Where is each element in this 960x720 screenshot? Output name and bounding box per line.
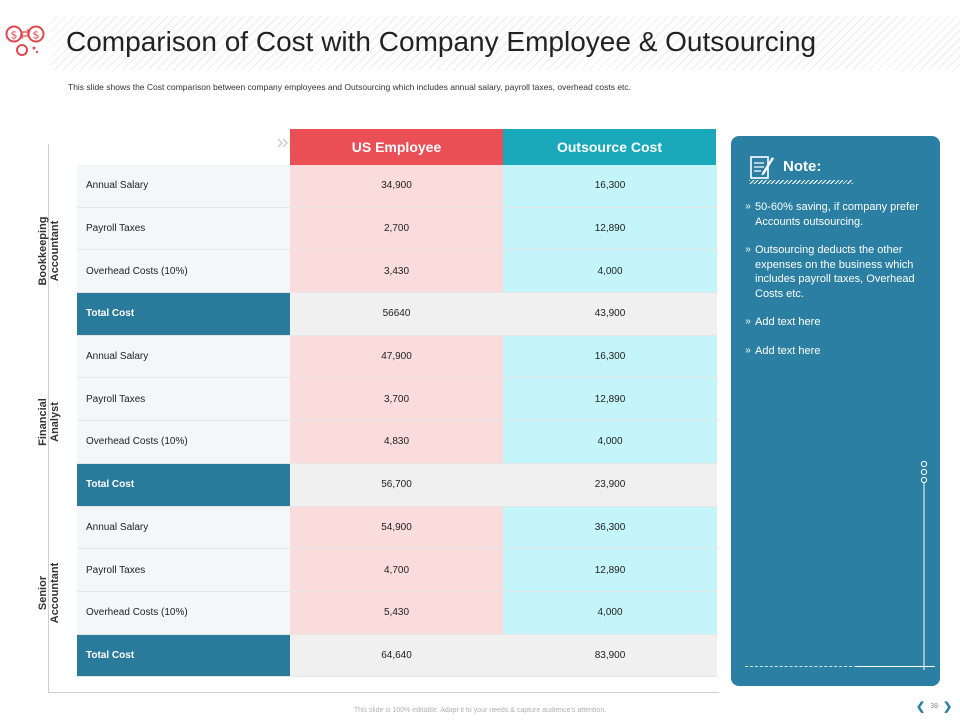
note-title: Note:	[783, 158, 821, 175]
group-financial-analyst: Financial Analyst	[20, 336, 78, 507]
group-divider	[48, 295, 49, 336]
bullet-text: Add text here	[755, 316, 821, 328]
group-label: Financial Analyst	[37, 397, 61, 446]
us-value: 4,700	[290, 549, 503, 591]
table-row: Payroll Taxes 3,700 12,890	[77, 378, 717, 422]
us-value: 34,900	[290, 165, 503, 207]
us-value: 54,900	[290, 506, 503, 549]
row-group-labels: Bookkeeping Accountant Financial Analyst…	[20, 165, 78, 678]
note-panel: Note: » 50-60% saving, if company prefer …	[731, 136, 940, 686]
row-label: Payroll Taxes	[77, 207, 290, 250]
us-value: 4,830	[290, 421, 503, 463]
group-bookkeeping-accountant: Bookkeeping Accountant	[20, 165, 78, 336]
group-divider	[48, 165, 49, 185]
bullet-text: Add text here	[755, 344, 821, 357]
us-total: 64,640	[290, 634, 503, 677]
group-divider	[48, 637, 49, 678]
cost-exchange-logo-icon: $ $	[5, 25, 45, 56]
outsource-total: 43,900	[503, 293, 717, 335]
table-frame	[48, 144, 719, 693]
outsource-value: 12,890	[503, 549, 717, 591]
bullet-text: Outsourcing deducts the other expenses o…	[755, 244, 915, 300]
us-value: 5,430	[290, 591, 503, 634]
outsource-total: 83,900	[503, 634, 717, 677]
note-title-text: Note	[783, 158, 817, 175]
page-title: Comparison of Cost with Company Employee…	[66, 26, 817, 57]
us-total: 56640	[290, 293, 503, 335]
row-label: Annual Salary	[77, 506, 290, 549]
total-row: Total Cost 64,640 83,900	[77, 634, 717, 678]
total-row: Total Cost 56640 43,900	[77, 293, 717, 336]
note-underline	[749, 180, 853, 184]
outsource-value: 4,000	[503, 250, 717, 293]
row-label: Overhead Costs (10%)	[77, 250, 290, 293]
prev-slide-button[interactable]: ❮	[916, 701, 926, 713]
note-bullet: » Add text here	[741, 344, 936, 359]
note-bullet: » Outsourcing deducts the other expenses …	[741, 243, 936, 301]
outsource-value: 4,000	[503, 421, 717, 463]
group-label: Bookkeeping Accountant	[37, 215, 61, 286]
us-value: 3,430	[290, 250, 503, 293]
row-label: Overhead Costs (10%)	[77, 591, 290, 634]
note-dashed-line	[745, 666, 857, 667]
bullet-text: 50-60% saving, if company prefer Account…	[755, 201, 919, 228]
group-divider	[48, 507, 49, 532]
group-senior-accountant: Senior Accountant	[20, 507, 78, 678]
cost-table: Annual Salary 34,900 16,300 Payroll Taxe…	[77, 165, 717, 678]
table-row: Annual Salary 34,900 16,300	[77, 165, 717, 208]
row-label: Payroll Taxes	[77, 378, 290, 421]
note-bullets: » 50-60% saving, if company prefer Accoun…	[741, 200, 936, 372]
group-divider	[48, 336, 49, 366]
group-label: Senior Accountant	[37, 562, 61, 623]
table-row: Overhead Costs (10%) 4,830 4,000	[77, 421, 717, 464]
svg-text:$: $	[33, 29, 40, 42]
outsource-total: 23,900	[503, 463, 717, 506]
pager: ❮ 38 ❯	[916, 700, 952, 713]
page-subtitle: This slide shows the Cost comparison bet…	[68, 82, 632, 92]
table-row: Payroll Taxes 4,700 12,890	[77, 549, 717, 592]
note-solid-line	[857, 666, 935, 667]
bullet-mark: »	[745, 316, 751, 327]
bullet-mark: »	[745, 244, 751, 255]
footer-text: This slide is 100% editable. Adapt it to…	[353, 707, 607, 714]
total-label: Total Cost	[77, 463, 290, 506]
header-outsource-cost: Outsource Cost	[503, 129, 716, 165]
bullet-mark: »	[745, 344, 751, 356]
outsource-value: 12,890	[503, 207, 717, 250]
title-banner	[50, 16, 960, 70]
note-title-colon: :	[816, 158, 822, 175]
row-label: Payroll Taxes	[77, 549, 290, 591]
header-us-employee: US Employee	[290, 129, 503, 165]
outsource-value: 4,000	[503, 591, 717, 634]
row-label: Annual Salary	[77, 335, 290, 378]
outsource-value: 12,890	[503, 378, 717, 421]
outsource-value: 16,300	[503, 165, 717, 207]
note-edit-icon	[750, 156, 774, 179]
note-bullet: » 50-60% saving, if company prefer Accoun…	[741, 200, 936, 229]
total-row: Total Cost 56,700 23,900	[77, 463, 717, 507]
decorative-dots-icon	[920, 460, 928, 670]
outsource-value: 16,300	[503, 335, 717, 378]
row-label: Overhead Costs (10%)	[77, 421, 290, 463]
table-row: Overhead Costs (10%) 5,430 4,000	[77, 591, 717, 635]
svg-text:$: $	[11, 29, 18, 42]
bullet-mark: »	[745, 201, 751, 212]
total-label: Total Cost	[77, 293, 290, 335]
group-divider	[48, 451, 49, 507]
next-slide-button[interactable]: ❯	[943, 701, 953, 713]
note-bullet: » Add text here	[741, 315, 936, 330]
us-value: 47,900	[290, 335, 503, 378]
page-number: 38	[930, 703, 939, 710]
table-row: Annual Salary 54,900 36,300	[77, 506, 717, 550]
us-total: 56,700	[290, 463, 503, 506]
us-value: 3,700	[290, 378, 503, 421]
table-row: Payroll Taxes 2,700 12,890	[77, 207, 717, 251]
us-value: 2,700	[290, 207, 503, 250]
outsource-value: 36,300	[503, 506, 717, 549]
row-label: Annual Salary	[77, 165, 290, 207]
total-label: Total Cost	[77, 634, 290, 677]
table-row: Annual Salary 47,900 16,300	[77, 335, 717, 379]
table-row: Overhead Costs (10%) 3,430 4,000	[77, 250, 717, 294]
